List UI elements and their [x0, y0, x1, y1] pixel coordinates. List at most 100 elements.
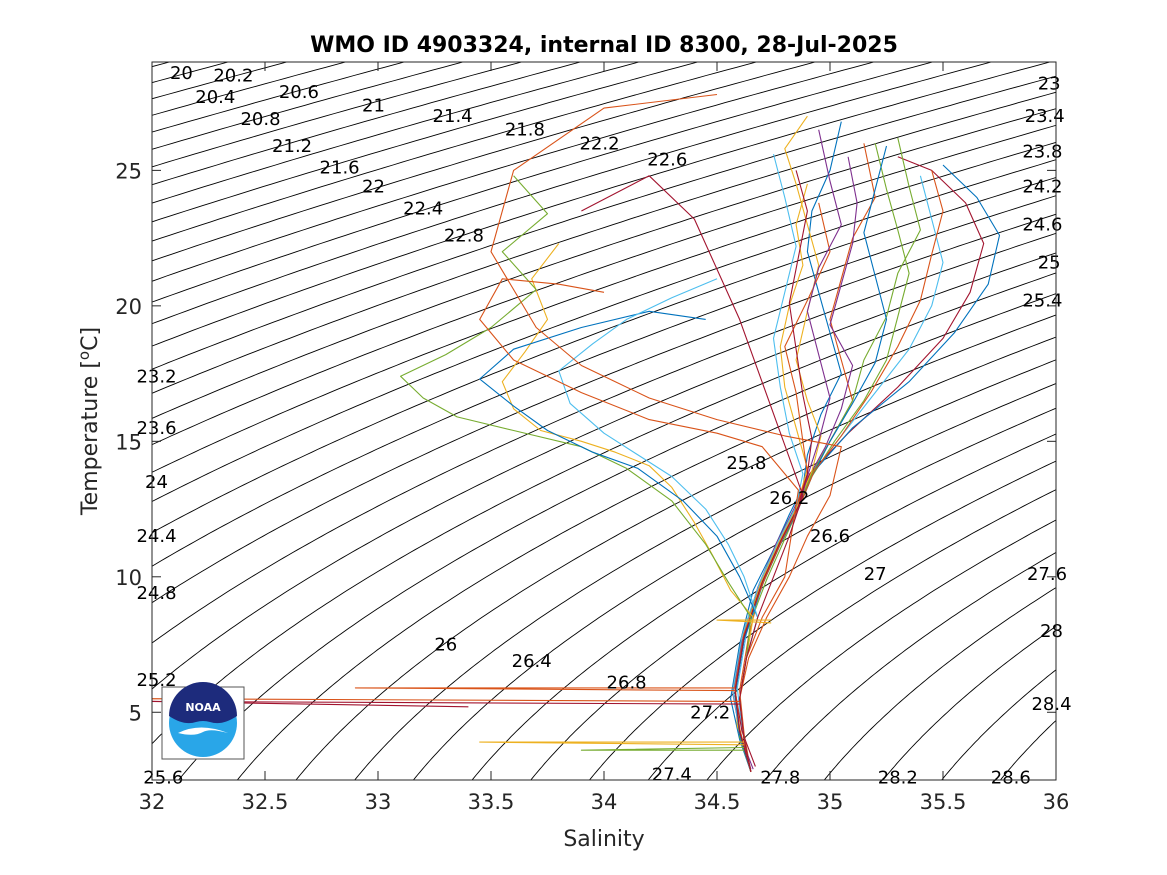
profile-line-26	[152, 700, 740, 708]
isoline-label: 23.6	[136, 418, 176, 439]
isoline-label: 28.4	[1031, 694, 1071, 715]
isoline	[152, 232, 1056, 644]
isoline	[152, 62, 640, 204]
isoline	[236, 314, 1056, 780]
profile-line-22	[490, 93, 842, 773]
isoline	[152, 195, 1056, 567]
isoline	[152, 141, 1056, 473]
profile-line-27	[479, 741, 745, 746]
isoline-label: 28	[1040, 621, 1063, 642]
isoline-label: 24.2	[1022, 177, 1062, 198]
isoline-label: 27	[864, 564, 887, 585]
isoline	[152, 75, 1056, 370]
y-tick-label: 20	[115, 295, 142, 319]
isoline	[152, 252, 1056, 690]
x-tick-label: 33	[365, 790, 392, 814]
isoline	[152, 108, 1056, 419]
isoline-label: 20	[170, 63, 193, 84]
y-tick-label: 15	[115, 430, 142, 454]
noaa-logo-text: NOAA	[185, 701, 221, 714]
isoline-label: 21.6	[320, 158, 360, 179]
isoline-label: 24	[145, 472, 168, 493]
x-axis: 32 32.5 33 33.5 34 34.5 35 35.5 36	[139, 62, 1070, 814]
isoline	[152, 62, 933, 303]
isoline-label: 26	[434, 635, 457, 656]
x-tick-label: 32.5	[242, 790, 289, 814]
isoline-label: 20.6	[279, 82, 319, 103]
profile-line-16	[734, 170, 813, 773]
isoline	[354, 359, 1056, 780]
isoline	[152, 62, 875, 282]
y-axis-label: Temperature [oC]	[75, 327, 103, 516]
y-axis: 5 10 15 20 25	[115, 159, 1056, 725]
isoline-label: 22.8	[444, 225, 484, 246]
x-tick-label: 32	[139, 790, 166, 814]
y-tick-label: 10	[115, 566, 142, 590]
isoline-label: 25	[1038, 253, 1061, 274]
isoline-label: 23.2	[136, 366, 176, 387]
profile-line-1	[730, 121, 842, 773]
isoline	[152, 177, 1056, 534]
x-tick-label: 36	[1043, 790, 1070, 814]
isoline-label: 23	[1038, 74, 1061, 95]
isoline-label: 24.8	[136, 583, 176, 604]
isoline-labels: 20 20.220.4 20.6 20.8 21 21.2 21.4 21.6 21.8 22 22…	[136, 63, 1071, 788]
noaa-logo: NOAA	[161, 682, 245, 760]
isoline-label: 26.8	[607, 673, 647, 694]
isoline	[589, 460, 1056, 780]
isoline-label: 22.4	[403, 198, 443, 219]
y-axis-label-main: Temperature [	[78, 360, 103, 516]
isoline-label: 25.2	[136, 670, 176, 691]
profile-line-24	[152, 698, 740, 702]
isoline-label: 25.6	[143, 767, 183, 788]
profile-series	[152, 93, 1001, 773]
x-tick-label: 35.5	[920, 790, 967, 814]
isoline	[152, 124, 1056, 446]
isoline-label: 27.6	[1027, 564, 1067, 585]
x-axis-label: Salinity	[563, 827, 644, 852]
chart-title: WMO ID 4903324, internal ID 8300, 28-Jul…	[310, 33, 898, 58]
isoline-label: 21.8	[505, 120, 545, 141]
isoline-label: 26.6	[810, 526, 850, 547]
isoline-label: 22	[362, 177, 385, 198]
isoline	[152, 213, 1056, 604]
isoline	[152, 62, 992, 325]
y-tick-label: 5	[129, 701, 142, 725]
isoline	[152, 62, 816, 262]
profile-line-4	[732, 156, 858, 770]
isoline-label: 25.8	[726, 453, 766, 474]
isoline-label: 20.8	[240, 109, 280, 130]
isoline	[413, 383, 1056, 780]
isoline-label: 21.2	[272, 136, 312, 157]
isoline	[882, 625, 1056, 780]
isoline-label: 20.4	[195, 87, 235, 108]
isoline	[823, 587, 1056, 780]
isoline	[152, 62, 581, 186]
isoline-label: 24.6	[1022, 215, 1062, 236]
profile-line-25	[354, 687, 736, 692]
isoline-label: 23.8	[1022, 141, 1062, 162]
isoline	[152, 91, 1056, 394]
isoline	[152, 62, 1051, 347]
isoline-label: 27.4	[652, 765, 692, 786]
isoline	[765, 551, 1056, 780]
profile-line-23	[581, 175, 804, 773]
isoline-label: 26.2	[769, 488, 809, 509]
isoline	[152, 272, 1056, 745]
isoline-label: 22.2	[579, 133, 619, 154]
isoline-label: 22.6	[647, 150, 687, 171]
plot-area	[152, 62, 1056, 780]
profile-line-28	[580, 746, 745, 751]
isoline	[152, 159, 1056, 503]
isoline	[706, 519, 1056, 780]
isoline-label: 21.4	[433, 106, 473, 127]
y-axis-label-unit: C]	[78, 327, 103, 351]
isoline-label: 21	[362, 95, 385, 116]
x-tick-label: 34	[591, 790, 618, 814]
isoline-label: 20.2	[213, 66, 253, 87]
x-tick-label: 33.5	[468, 790, 515, 814]
isoline-label: 28.2	[878, 767, 918, 788]
y-tick-label: 25	[115, 159, 142, 183]
isoline	[152, 62, 698, 223]
